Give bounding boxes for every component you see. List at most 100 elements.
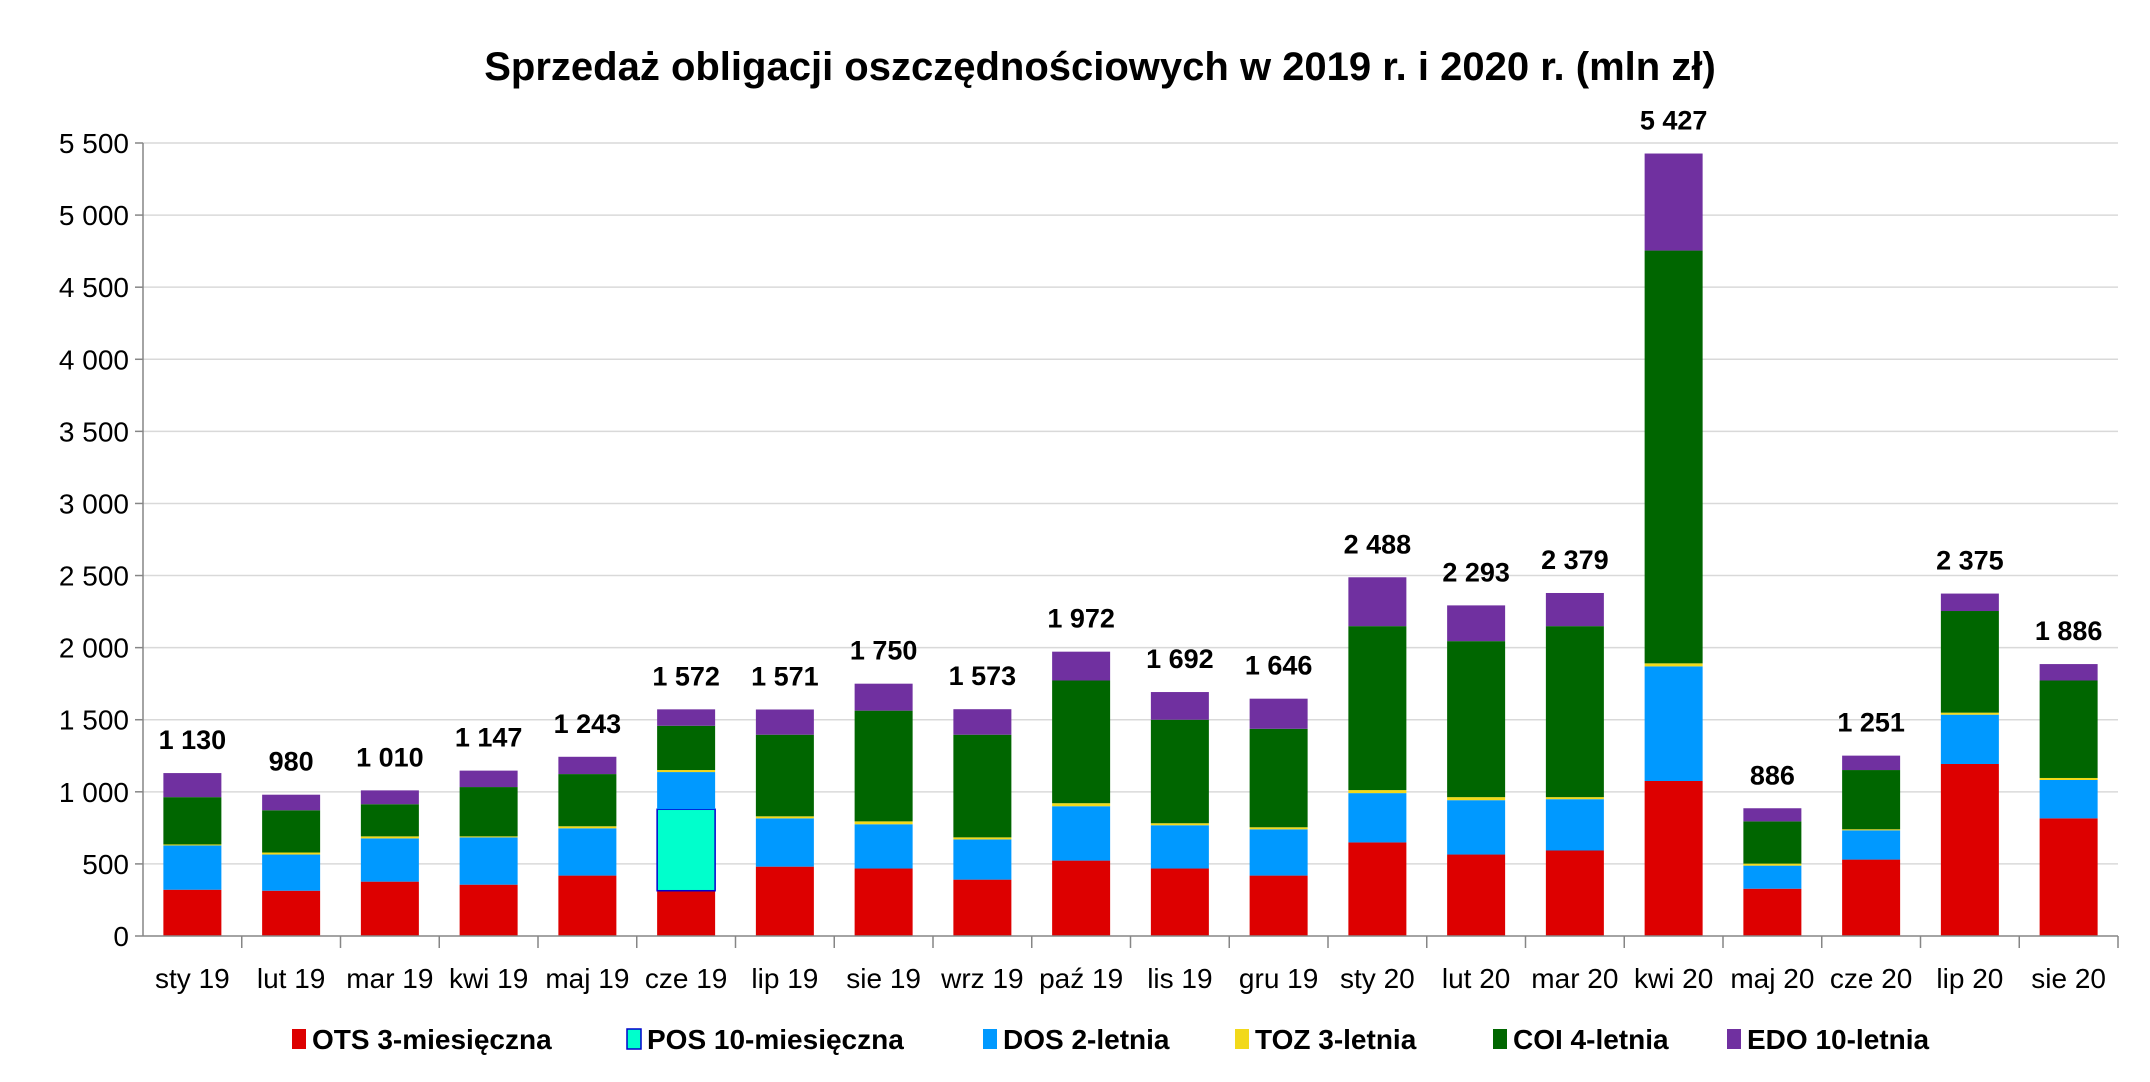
bar-segment-coi (1348, 626, 1407, 791)
bar-segment-coi (360, 804, 419, 837)
y-tick-label: 5 500 (59, 128, 129, 159)
x-tick-label: sty 19 (155, 963, 230, 994)
x-tick-label: lip 19 (751, 963, 818, 994)
total-label: 1 972 (1047, 604, 1115, 634)
bars (163, 153, 2098, 936)
total-label: 1 010 (356, 742, 424, 772)
bar-segment-edo (163, 773, 222, 798)
total-label: 1 886 (2035, 616, 2103, 646)
bar-segment-coi (1644, 250, 1703, 664)
bar-segment-ots (558, 875, 617, 936)
bar-segment-toz (854, 821, 913, 825)
bar-segment-ots (1249, 875, 1308, 936)
legend-swatch (1727, 1029, 1741, 1049)
legend-swatch (626, 1028, 642, 1050)
bar-segment-edo (854, 683, 913, 711)
y-tick-label: 500 (82, 849, 129, 880)
total-label: 1 243 (554, 709, 622, 739)
bar-segment-dos (657, 772, 716, 810)
bar-segment-ots (459, 884, 518, 936)
total-label: 1 750 (850, 636, 918, 666)
bar-segment-dos (163, 845, 222, 890)
y-axis: 0 500 1 000 1 500 2 000 2 500 3 000 3 500 4 000 4… (59, 128, 144, 952)
bar-segment-ots (755, 866, 814, 936)
bar-segment-coi (953, 734, 1012, 838)
legend-label: TOZ 3-letnia (1255, 1024, 1417, 1055)
bar-segment-dos (558, 828, 617, 876)
bar-segment-edo (360, 790, 419, 805)
bar-segment-toz (262, 852, 321, 855)
bar-segment-toz (459, 836, 518, 838)
x-tick-label: maj 20 (1730, 963, 1814, 994)
x-tick-label: sie 20 (2031, 963, 2106, 994)
total-label: 1 147 (455, 723, 523, 753)
bar-segment-dos (1348, 793, 1407, 843)
bar-segment-toz (2039, 777, 2098, 780)
bar-segment-dos (1842, 830, 1901, 860)
bar-segment-ots (360, 881, 419, 936)
total-label: 1 692 (1146, 644, 1214, 674)
legend-item: COI 4-letnia (1493, 1024, 1669, 1055)
bar-segment-coi (755, 734, 814, 817)
y-tick-label: 1 000 (59, 777, 129, 808)
bar-segment-coi (1940, 611, 1999, 713)
bar-segment-ots (163, 889, 222, 936)
bar-segment-toz (1447, 797, 1506, 801)
bar-segment-toz (1052, 803, 1111, 807)
bar-segment-edo (2039, 664, 2098, 681)
bar-segment-edo (755, 709, 814, 735)
legend-item: OTS 3-miesięczna (292, 1024, 552, 1055)
bar-segment-coi (854, 710, 913, 822)
legend-swatch (1235, 1029, 1249, 1049)
total-label: 2 293 (1442, 557, 1510, 587)
x-tick-label: lut 20 (1442, 963, 1511, 994)
total-label: 980 (269, 747, 314, 777)
bar-segment-dos (953, 839, 1012, 880)
bar-segment-dos (854, 824, 913, 869)
bar-segment-edo (459, 770, 518, 788)
bar-segment-dos (1249, 829, 1308, 876)
x-tick-label: mar 19 (346, 963, 433, 994)
bar-segment-toz (1743, 863, 1802, 866)
bar-segment-toz (360, 836, 419, 839)
bar-segment-dos (1447, 800, 1506, 855)
bar-segment-toz (1842, 829, 1901, 831)
y-tick-label: 3 500 (59, 416, 129, 447)
x-tick-label: sie 19 (846, 963, 921, 994)
bar-segment-edo (1545, 592, 1604, 627)
y-tick-label: 2 500 (59, 561, 129, 592)
bar-segment-dos (1545, 799, 1604, 851)
total-label: 1 251 (1837, 708, 1905, 738)
bar-segment-edo (1644, 153, 1703, 251)
total-label: 1 571 (751, 661, 819, 691)
total-label: 1 646 (1245, 651, 1313, 681)
y-tick-label: 1 500 (59, 705, 129, 736)
bar-segment-toz (657, 770, 716, 773)
bar-segment-edo (657, 709, 716, 726)
y-tick-label: 5 000 (59, 200, 129, 231)
legend-label: OTS 3-miesięczna (312, 1024, 552, 1055)
y-tick-label: 2 000 (59, 633, 129, 664)
y-tick-label: 3 000 (59, 488, 129, 519)
bar-segment-coi (558, 774, 617, 827)
bar-segment-edo (1348, 577, 1407, 627)
bar-segment-toz (163, 844, 222, 846)
bar-segment-edo (1447, 605, 1506, 642)
bar-segment-coi (1545, 626, 1604, 798)
bar-segment-coi (1447, 641, 1506, 798)
gridlines (143, 142, 2118, 865)
data-labels: 1 130 980 1 010 1 147 1 243 1 572 1 571 1 750 1 … (159, 106, 2103, 791)
total-label: 2 379 (1541, 545, 1609, 575)
bar-segment-edo (1249, 698, 1308, 729)
bar-segment-ots (657, 890, 716, 936)
bar-segment-coi (1150, 719, 1209, 824)
legend-item: EDO 10-letnia (1727, 1024, 1929, 1055)
legend-swatch (983, 1029, 997, 1049)
bar-segment-coi (163, 797, 222, 845)
bar-segment-edo (953, 709, 1012, 735)
legend-label: POS 10-miesięczna (647, 1024, 904, 1055)
bar-segment-toz (953, 837, 1012, 840)
bar-segment-ots (1447, 854, 1506, 936)
bar-segment-toz (755, 816, 814, 819)
